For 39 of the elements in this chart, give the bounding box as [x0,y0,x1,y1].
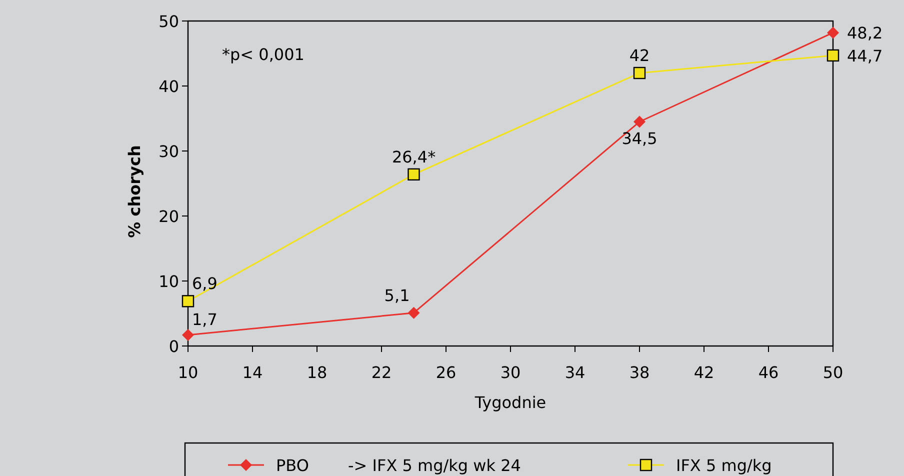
point [827,26,839,39]
y-axis-title: % chorych [125,145,144,238]
x-tick-label: 34 [564,363,586,382]
x-tick-label: 42 [694,363,714,382]
point [408,306,420,319]
y-tick-label: 40 [158,77,179,96]
x-tick-label: 26 [436,363,456,382]
point [633,66,646,80]
data-label: 5,1 [384,286,410,305]
legend-label: IFX 5 mg/kg [676,456,772,475]
x-tick-label: 18 [306,363,328,382]
data-label: 6,9 [192,274,218,294]
legend-label: PBO [276,456,309,475]
x-tick-label: 46 [758,363,779,382]
y-tick-label: 20 [158,207,179,226]
y-tick-label: 30 [158,142,179,161]
x-tick-label: 30 [500,363,521,382]
x-tick-label: 22 [371,363,392,382]
x-axis-title: Tygodnie [474,393,546,412]
data-label: 1,7 [192,310,218,329]
point [826,49,840,62]
x-tick-label: 38 [629,363,650,382]
point [408,168,420,180]
y-tick-label: 50 [158,12,179,31]
data-label: 42 [629,46,650,65]
data-label: 26,4* [392,147,436,166]
point [182,295,194,308]
data-label: 44,7 [847,46,883,66]
x-tick-label: 10 [178,363,198,382]
y-tick-label: 10 [158,272,179,291]
x-tick-label: 14 [242,363,263,382]
annotation: *p< 0,001 [222,45,304,64]
point [634,116,646,128]
point [182,328,194,341]
y-tick-label: 0 [168,337,179,356]
x-tick-label: 50 [822,363,844,382]
data-label: 48,2 [847,24,883,43]
data-label: 34,5 [622,128,658,148]
text: -> IFX 5 mg/kg wk 24 [348,456,521,475]
